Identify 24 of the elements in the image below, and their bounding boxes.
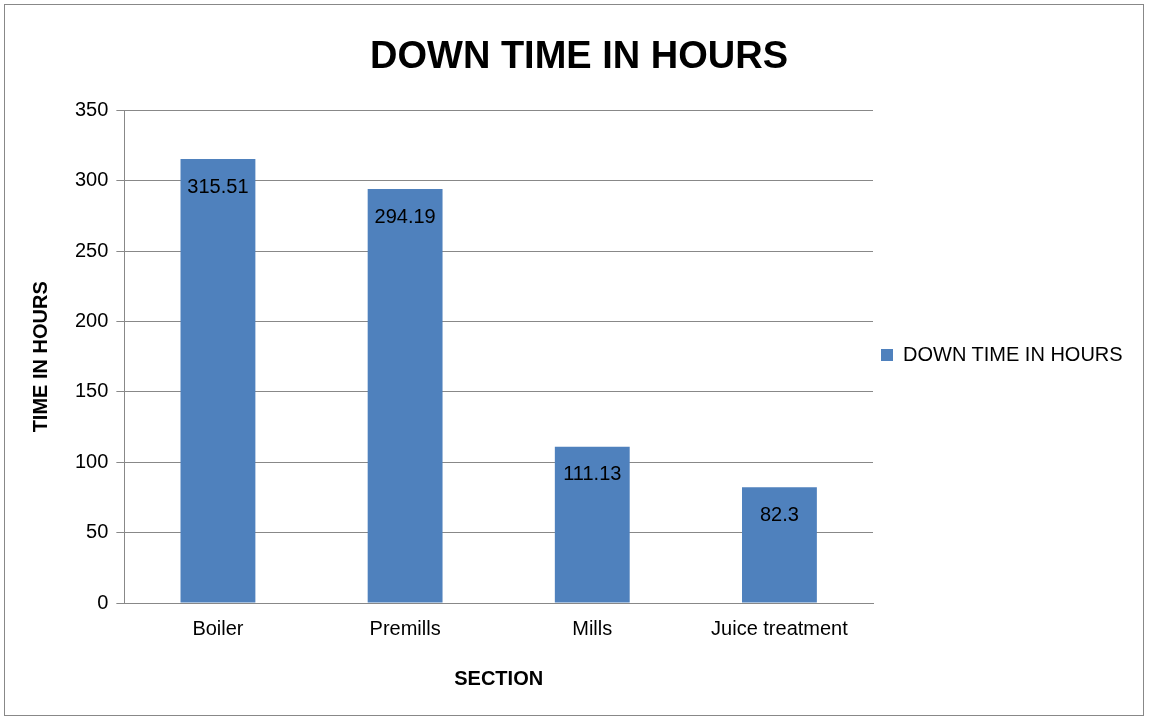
- x-tick-label: Mills: [572, 616, 613, 639]
- y-tick-label: 50: [86, 520, 109, 543]
- data-label: 315.51: [187, 174, 249, 197]
- bar: [554, 446, 630, 603]
- y-tick-label: 150: [74, 379, 109, 402]
- data-label: 111.13: [563, 462, 622, 485]
- x-axis-title: SECTION: [454, 666, 544, 689]
- chart-title: DOWN TIME IN HOURS: [370, 34, 788, 77]
- x-tick-label: Premills: [369, 616, 441, 639]
- y-tick-label: 250: [74, 238, 109, 261]
- data-label: 82.3: [759, 502, 799, 525]
- legend-label: DOWN TIME IN HOURS: [903, 342, 1123, 365]
- bar: [367, 189, 443, 603]
- y-tick-label: 200: [74, 309, 109, 332]
- bar: [742, 487, 817, 603]
- y-tick-label: 0: [97, 590, 109, 613]
- data-label: 294.19: [374, 204, 436, 227]
- y-tick-label: 350: [74, 98, 109, 121]
- y-tick-label: 100: [74, 449, 109, 472]
- y-axis-title: TIME IN HOURS: [28, 281, 51, 433]
- y-tick-label: 300: [74, 168, 109, 191]
- bar: [180, 159, 256, 603]
- x-tick-label: Boiler: [192, 616, 244, 639]
- x-tick-label: Juice treatment: [711, 616, 849, 639]
